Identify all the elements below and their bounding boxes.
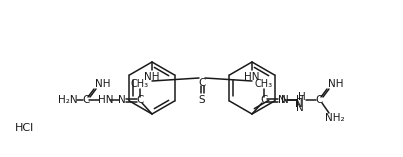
Text: CH₃: CH₃ bbox=[131, 79, 149, 89]
Text: HN: HN bbox=[244, 72, 260, 82]
Text: C: C bbox=[136, 95, 144, 105]
Text: S: S bbox=[199, 95, 205, 105]
Text: N: N bbox=[296, 103, 304, 113]
Text: N: N bbox=[295, 99, 303, 109]
Text: H: H bbox=[296, 95, 304, 105]
Text: H₂N: H₂N bbox=[58, 95, 78, 105]
Text: C: C bbox=[82, 95, 90, 105]
Text: HN: HN bbox=[98, 95, 114, 105]
Text: H: H bbox=[298, 92, 306, 102]
Text: NH₂: NH₂ bbox=[325, 113, 345, 123]
Text: NH: NH bbox=[328, 79, 344, 89]
Text: CH₃: CH₃ bbox=[255, 79, 273, 89]
Text: C: C bbox=[315, 95, 323, 105]
Text: N: N bbox=[281, 95, 289, 105]
Text: NH: NH bbox=[144, 72, 160, 82]
Text: C: C bbox=[198, 78, 206, 88]
Text: N: N bbox=[278, 95, 286, 105]
Text: C: C bbox=[260, 95, 268, 105]
Text: HCl: HCl bbox=[15, 123, 33, 133]
Text: N: N bbox=[118, 95, 126, 105]
Text: NH: NH bbox=[95, 79, 111, 89]
